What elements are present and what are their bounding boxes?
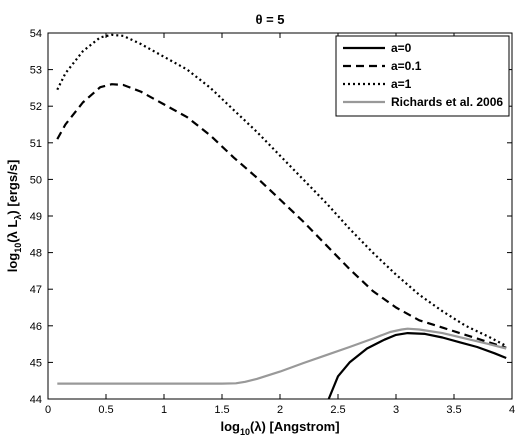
y-tick-label: 45 bbox=[30, 357, 42, 369]
y-tick-label: 48 bbox=[30, 248, 42, 260]
x-tick-label: 0.5 bbox=[98, 404, 113, 416]
x-tick-label: 3.5 bbox=[446, 404, 461, 416]
x-tick-label: 3 bbox=[393, 404, 399, 416]
chart-title: θ = 5 bbox=[255, 12, 284, 27]
x-tick-label: 2.5 bbox=[330, 404, 345, 416]
y-tick-label: 53 bbox=[30, 65, 42, 77]
legend-label-1: a=0.1 bbox=[391, 59, 422, 73]
x-tick-label: 4 bbox=[509, 404, 515, 416]
x-tick-label: 0 bbox=[45, 404, 51, 416]
x-axis-label: log10(λ) [Angstrom] bbox=[220, 419, 339, 437]
x-tick-label: 1.5 bbox=[214, 404, 229, 416]
y-tick-label: 47 bbox=[30, 284, 42, 296]
y-tick-label: 49 bbox=[30, 211, 42, 223]
legend: a=0 a=0.1 a=1 Richards et al. 2006 bbox=[335, 35, 510, 117]
y-tick-label: 52 bbox=[30, 101, 42, 113]
x-tick-label: 2 bbox=[277, 404, 283, 416]
series-line-0 bbox=[327, 332, 507, 400]
legend-label-2: a=1 bbox=[391, 77, 412, 91]
legend-label-0: a=0 bbox=[391, 41, 412, 55]
series-line-3 bbox=[57, 327, 507, 385]
x-tick-label: 1 bbox=[161, 404, 167, 416]
series-layer bbox=[56, 33, 507, 400]
y-tick-label: 50 bbox=[30, 174, 42, 186]
series-line-2 bbox=[56, 33, 507, 347]
y-tick-label: 46 bbox=[30, 321, 42, 333]
y-axis-label: log10(λ Lλ) [ergs/s] bbox=[5, 160, 23, 273]
legend-label-3: Richards et al. 2006 bbox=[391, 95, 503, 109]
y-tick-label: 44 bbox=[30, 394, 42, 406]
y-tick-label: 51 bbox=[30, 138, 42, 150]
y-tick-label: 54 bbox=[30, 28, 42, 40]
